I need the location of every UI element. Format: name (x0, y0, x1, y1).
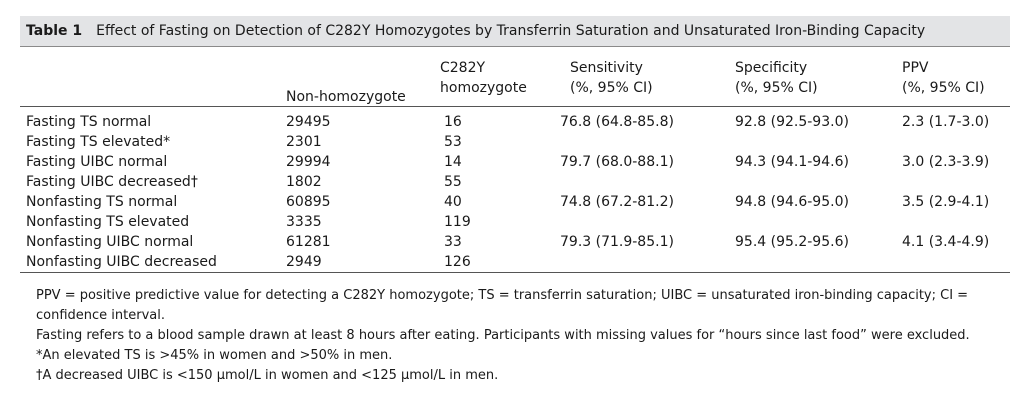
cell-ppv: 2.3 (1.7-3.0) (902, 114, 990, 130)
cell-label: Fasting UIBC normal (26, 154, 168, 170)
cell-sensitivity: 74.8 (67.2-81.2) (560, 194, 674, 210)
cell-label: Nonfasting UIBC decreased (26, 254, 217, 270)
cell-label: Nonfasting TS normal (26, 194, 178, 210)
cell-c282y: 53 (444, 134, 462, 150)
cell-c282y: 40 (444, 194, 462, 210)
table-title: Effect of Fasting on Detection of C282Y … (96, 23, 926, 39)
cell-c282y: 16 (444, 114, 462, 130)
cell-specificity: 94.3 (94.1-94.6) (735, 154, 849, 170)
footnote-ts: *An elevated TS is >45% in women and >50… (36, 348, 393, 363)
header-rule (20, 106, 1010, 107)
cell-sensitivity: 79.3 (71.9-85.1) (560, 234, 674, 250)
cell-specificity: 95.4 (95.2-95.6) (735, 234, 849, 250)
cell-label: Fasting TS normal (26, 114, 152, 130)
cell-ppv: 3.5 (2.9-4.1) (902, 194, 990, 210)
header-sensitivity: Sensitivity (%, 95% CI) (570, 60, 653, 96)
cell-label: Nonfasting UIBC normal (26, 234, 194, 250)
cell-non-homozygote: 2949 (286, 254, 322, 270)
table-footnotes: PPV = positive predictive value for dete… (26, 286, 1006, 386)
cell-non-homozygote: 61281 (286, 234, 331, 250)
table-caption: Table 1 Effect of Fasting on Detection of… (20, 16, 1010, 47)
footnote-fasting: Fasting refers to a blood sample drawn a… (36, 328, 970, 343)
cell-specificity: 94.8 (94.6-95.0) (735, 194, 849, 210)
cell-label: Fasting UIBC decreased† (26, 174, 198, 190)
bottom-rule (20, 272, 1010, 273)
header-ppv: PPV (%, 95% CI) (902, 60, 985, 96)
cell-c282y: 14 (444, 154, 462, 170)
cell-label: Nonfasting TS elevated (26, 214, 190, 230)
cell-c282y: 119 (444, 214, 471, 230)
cell-non-homozygote: 29495 (286, 114, 331, 130)
header-specificity: Specificity (%, 95% CI) (735, 60, 818, 96)
cell-non-homozygote: 29994 (286, 154, 331, 170)
footnote-abbreviations: PPV = positive predictive value for dete… (36, 288, 969, 323)
cell-c282y: 55 (444, 174, 462, 190)
cell-specificity: 92.8 (92.5-93.0) (735, 114, 849, 130)
cell-ppv: 4.1 (3.4-4.9) (902, 234, 990, 250)
header-c282y-homozygote: C282Y homozygote (440, 60, 527, 96)
footnote-uibc: †A decreased UIBC is <150 μmol/L in wome… (36, 368, 499, 383)
cell-sensitivity: 79.7 (68.0-88.1) (560, 154, 674, 170)
cell-non-homozygote: 2301 (286, 134, 322, 150)
cell-non-homozygote: 1802 (286, 174, 322, 190)
cell-non-homozygote: 60895 (286, 194, 331, 210)
cell-sensitivity: 76.8 (64.8-85.8) (560, 114, 674, 130)
cell-c282y: 126 (444, 254, 471, 270)
table-number: Table 1 (26, 23, 83, 39)
header-non-homozygote: Non-homozygote (286, 89, 406, 105)
cell-non-homozygote: 3335 (286, 214, 322, 230)
cell-c282y: 33 (444, 234, 462, 250)
cell-label: Fasting TS elevated* (26, 134, 171, 150)
cell-ppv: 3.0 (2.3-3.9) (902, 154, 990, 170)
